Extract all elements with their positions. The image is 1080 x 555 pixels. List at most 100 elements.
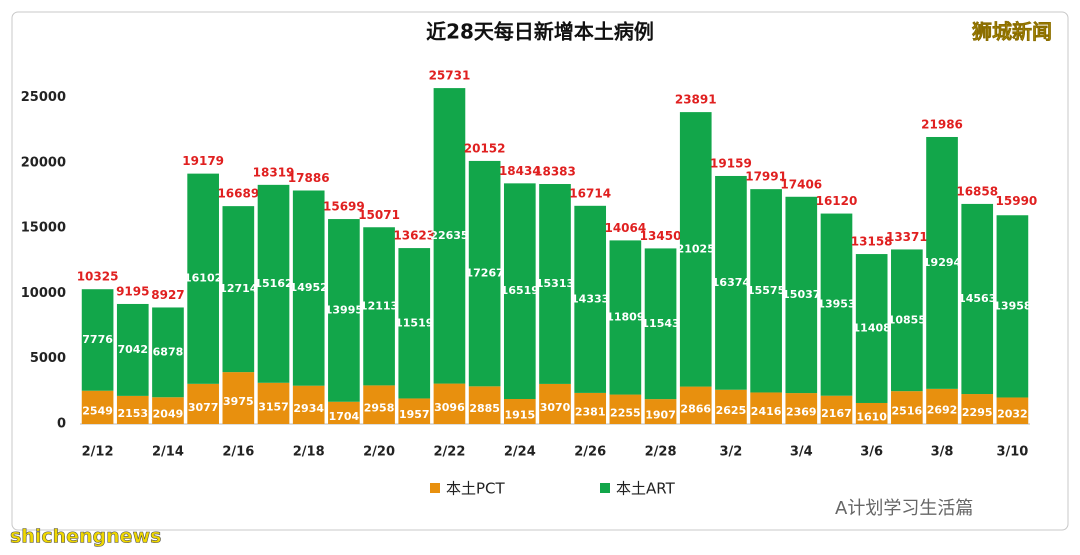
chart-title: 近28天每日新增本土病例	[426, 20, 654, 44]
bar-segment	[644, 248, 677, 400]
bar-segment	[574, 205, 607, 393]
bar-segment	[926, 136, 958, 389]
value-label: 16519	[501, 284, 539, 297]
value-label: 2032	[997, 408, 1028, 421]
total-label: 9195	[116, 284, 149, 298]
value-label: 11408	[853, 322, 891, 335]
bar-segment	[996, 215, 1029, 398]
value-label: 2958	[364, 402, 395, 415]
bar-segment	[679, 386, 712, 424]
x-tick-label: 2/14	[152, 445, 184, 460]
value-label: 2416	[751, 405, 782, 418]
bar-segment	[81, 289, 114, 391]
bar-segment	[855, 402, 888, 424]
bar-segment	[926, 388, 958, 424]
value-label: 13958	[993, 299, 1031, 312]
bar-segment	[820, 213, 853, 396]
value-label: 3077	[188, 401, 219, 414]
total-label: 17886	[288, 171, 330, 185]
legend-swatch	[430, 483, 440, 493]
bar-segment	[187, 383, 219, 424]
x-tick-label: 2/18	[293, 445, 325, 460]
bar-segment	[328, 219, 360, 402]
value-label: 7042	[117, 343, 148, 356]
bar-segment	[785, 393, 818, 424]
bar-segment	[855, 254, 888, 403]
bar-segment	[222, 206, 255, 373]
value-label: 17267	[465, 267, 503, 280]
value-label: 2549	[82, 404, 113, 417]
value-label: 2516	[892, 405, 923, 418]
value-label: 16374	[712, 276, 751, 289]
bar-segment	[715, 175, 747, 390]
y-tick-label: 25000	[21, 90, 66, 105]
bar-segment	[539, 184, 571, 384]
y-tick-label: 10000	[21, 286, 66, 301]
value-label: 21025	[677, 242, 715, 255]
x-tick-label: 2/22	[433, 445, 465, 460]
watermark: 狮城新闻	[972, 20, 1052, 44]
bar-segment	[468, 386, 501, 424]
bar-segment	[961, 203, 994, 395]
bar-segment	[292, 385, 325, 424]
bar-segment	[679, 112, 712, 387]
total-label: 21986	[921, 117, 963, 131]
x-tick-label: 3/8	[931, 445, 954, 460]
bar-segment	[328, 401, 360, 424]
total-label: 15990	[996, 194, 1038, 208]
bar-segment	[996, 397, 1029, 424]
value-label: 15575	[747, 284, 785, 297]
bar-segment	[116, 395, 149, 424]
watermark: A计划学习生活篇	[835, 498, 973, 519]
bar-segment	[152, 307, 184, 398]
x-tick-label: 2/16	[222, 445, 254, 460]
x-tick-label: 2/24	[504, 445, 536, 460]
value-label: 3157	[258, 400, 289, 413]
value-label: 11809	[606, 310, 644, 323]
x-tick-label: 3/10	[996, 445, 1028, 460]
bar-segment	[257, 184, 290, 383]
bar-segment	[257, 382, 290, 424]
bar-segment	[363, 385, 395, 424]
value-label: 14952	[290, 281, 328, 294]
total-label: 25731	[429, 69, 471, 83]
value-label: 16102	[184, 272, 222, 285]
total-label: 19179	[182, 154, 224, 168]
value-label: 2866	[680, 402, 711, 415]
bar-segment	[820, 395, 853, 424]
x-tick-label: 2/28	[645, 445, 677, 460]
x-tick-label: 3/4	[790, 445, 813, 460]
bar-segment	[433, 88, 466, 384]
value-label: 2049	[153, 408, 184, 421]
total-label: 16120	[816, 194, 858, 208]
value-label: 15162	[254, 277, 292, 290]
value-label: 3975	[223, 395, 254, 408]
value-label: 15313	[536, 277, 574, 290]
value-label: 1915	[505, 409, 536, 422]
bar-segment	[292, 190, 325, 386]
bar-segment	[503, 183, 536, 400]
value-label: 2295	[962, 406, 993, 419]
value-label: 2625	[716, 404, 747, 417]
value-label: 15037	[782, 288, 820, 301]
bar-segment	[398, 398, 431, 424]
bar-segment	[750, 392, 782, 424]
value-label: 3070	[540, 401, 571, 414]
total-label: 18319	[253, 165, 295, 179]
bar-segment	[574, 392, 607, 424]
bar-segment	[116, 303, 149, 396]
bar-segment	[503, 399, 536, 424]
value-label: 14563	[958, 292, 996, 305]
value-label: 1907	[645, 409, 676, 422]
bar-segment	[891, 391, 923, 424]
total-label: 14064	[604, 221, 646, 235]
total-label: 18434	[499, 164, 541, 178]
bar-segment	[539, 383, 571, 424]
total-label: 10325	[77, 270, 119, 284]
value-label: 12113	[360, 299, 398, 312]
bar-segment	[398, 248, 431, 399]
value-label: 2153	[117, 407, 148, 420]
bar-segment	[750, 189, 782, 393]
total-label: 18383	[534, 165, 576, 179]
